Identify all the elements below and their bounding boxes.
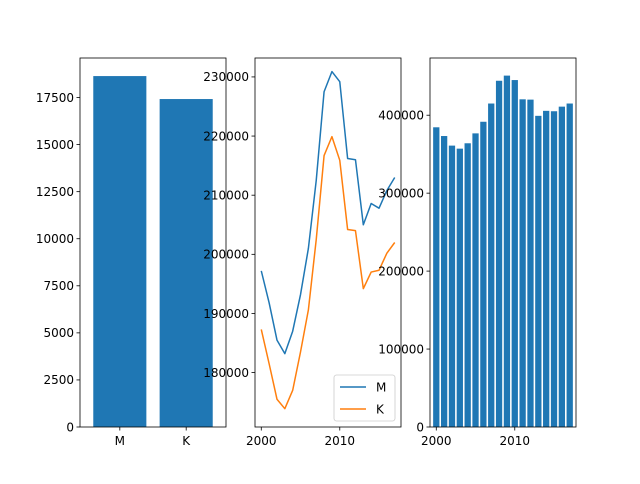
category-ytick-label: 7500 — [43, 279, 74, 293]
line-ytick-label: 220000 — [203, 129, 249, 143]
line-axes-frame — [254, 57, 402, 428]
series-line-K — [260, 135, 396, 410]
yearly-bar-chart: 0 100000 200000 300000 400000 2000 2010 — [378, 57, 577, 448]
yearly-xtick-label: 2010 — [500, 434, 531, 448]
bar-2015 — [550, 111, 558, 427]
category-ytick-label: 0 — [66, 420, 74, 434]
yearly-ytick-label: 100000 — [378, 342, 424, 356]
category-ytick-label: 5000 — [43, 326, 74, 340]
bar-2017 — [566, 103, 573, 428]
line-chart: 180000 190000 200000 210000 220000 230000 2000… — [203, 57, 402, 448]
category-xtick-label: M — [115, 434, 125, 448]
line-ytick-label: 200000 — [203, 248, 249, 262]
bar-2008 — [495, 80, 503, 427]
category-ytick-label: 17500 — [36, 91, 74, 105]
bar-2003 — [456, 148, 463, 427]
bar-2011 — [519, 99, 526, 427]
category-ytick-label: 2500 — [43, 373, 74, 387]
line-ytick-label: 180000 — [203, 366, 249, 380]
bar-2007 — [488, 103, 495, 428]
yearly-ytick-label: 200000 — [378, 264, 424, 278]
legend-label-K: K — [376, 403, 385, 417]
bar-2014 — [543, 110, 550, 428]
bar-2005 — [472, 133, 479, 428]
legend-label-M: M — [376, 381, 386, 395]
line-ytick-label: 230000 — [203, 70, 249, 84]
category-bar-chart: M K 0 2500 5000 7500 10000 12500 15000 17500 — [36, 57, 227, 448]
bar-2002 — [448, 145, 456, 427]
category-xtick-label: K — [182, 434, 191, 448]
bar-2004 — [464, 143, 471, 428]
bar-2006 — [480, 121, 487, 427]
bar-M — [93, 76, 147, 427]
series-line-M — [260, 70, 396, 355]
line-xtick-label: 2010 — [325, 434, 356, 448]
category-ytick-label: 10000 — [36, 232, 74, 246]
line-ytick-label: 210000 — [203, 188, 249, 202]
bar-2013 — [535, 115, 542, 428]
legend: MK — [333, 374, 396, 422]
bar-2000 — [433, 127, 440, 427]
bar-K — [159, 99, 213, 427]
yearly-ytick-label: 0 — [416, 420, 424, 434]
bar-2010 — [511, 80, 518, 428]
category-ytick-label: 12500 — [36, 185, 74, 199]
yearly-axes-frame — [429, 57, 577, 428]
line-ytick-label: 190000 — [203, 307, 249, 321]
bar-2001 — [440, 136, 448, 427]
category-axes-frame — [79, 57, 227, 428]
bar-2012 — [527, 99, 534, 428]
bar-2016 — [558, 106, 566, 427]
yearly-ytick-label: 400000 — [378, 109, 424, 123]
bar-2009 — [503, 75, 511, 427]
line-xtick-label: 2000 — [246, 434, 277, 448]
yearly-ytick-label: 300000 — [378, 186, 424, 200]
yearly-xtick-label: 2000 — [421, 434, 452, 448]
category-ytick-label: 15000 — [36, 138, 74, 152]
